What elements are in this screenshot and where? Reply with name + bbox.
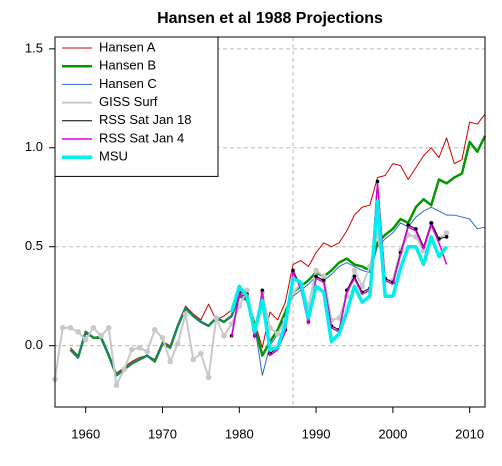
point: [136, 344, 143, 351]
point: [221, 332, 227, 339]
point: [351, 267, 358, 274]
point: [313, 267, 319, 274]
point: [121, 366, 127, 373]
y-tick-label: 0.5: [25, 238, 43, 253]
point: [359, 283, 365, 290]
point: [443, 230, 450, 236]
point: [98, 332, 104, 339]
legend-label: Hansen A: [99, 39, 156, 54]
series-line: [54, 221, 448, 387]
point: [375, 179, 380, 184]
x-tick-label: 1980: [225, 426, 254, 441]
point: [152, 327, 158, 333]
point: [67, 325, 74, 331]
legend-label: Hansen B: [99, 58, 156, 73]
point: [444, 235, 449, 239]
legend-label: GISS Surf: [99, 94, 158, 109]
point: [144, 348, 150, 355]
y-tick-label: 1.5: [25, 40, 43, 55]
y-tick-label: 0.0: [25, 337, 43, 352]
y-tick-label: 1.0: [25, 139, 43, 154]
point: [406, 223, 411, 227]
legend-box: [54, 36, 219, 177]
x-tick-label: 1990: [302, 426, 331, 441]
x-tick-label: 2000: [378, 426, 407, 441]
x-tick-label: 1970: [148, 426, 177, 441]
point: [314, 274, 318, 279]
point: [167, 358, 173, 365]
x-tick-label: 2010: [455, 426, 484, 441]
point: [420, 247, 427, 254]
point: [159, 334, 166, 341]
point: [274, 330, 281, 337]
point: [175, 340, 181, 347]
point: [429, 221, 434, 225]
point: [59, 325, 66, 331]
point: [205, 374, 212, 381]
legend-label: MSU: [99, 149, 128, 164]
point: [82, 336, 89, 343]
legend-label: Hansen C: [99, 76, 157, 91]
point: [190, 356, 197, 363]
legend-label: RSS Sat Jan 4: [99, 130, 184, 145]
point: [352, 274, 357, 279]
point: [182, 311, 189, 317]
point: [336, 315, 342, 321]
point: [105, 325, 112, 331]
point: [198, 350, 204, 357]
point: [320, 273, 327, 280]
point: [113, 382, 120, 389]
point: [213, 315, 220, 321]
series-line: [69, 113, 486, 374]
chart-title: Hansen et al 1988 Projections: [157, 10, 383, 27]
point: [128, 346, 135, 353]
legend-label: RSS Sat Jan 18: [99, 112, 192, 127]
plot-frame: [54, 36, 486, 408]
point: [90, 325, 97, 331]
point: [260, 288, 265, 293]
x-tick-label: 1960: [71, 426, 100, 441]
series-line: [231, 180, 447, 355]
point: [75, 329, 81, 335]
point: [291, 268, 295, 273]
series-line: [229, 199, 448, 352]
